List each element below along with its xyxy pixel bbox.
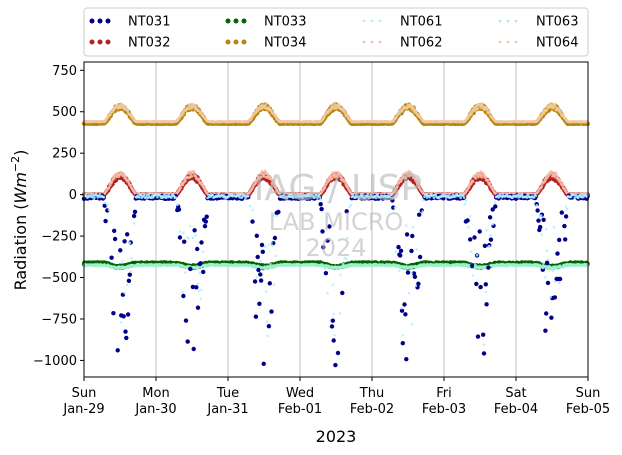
data-point <box>343 110 347 114</box>
data-point <box>479 106 482 109</box>
series-nt064 <box>82 102 589 124</box>
data-point <box>112 108 116 111</box>
data-point <box>412 107 415 110</box>
data-point <box>122 104 126 107</box>
data-point <box>414 109 418 113</box>
series-layer <box>81 102 590 368</box>
data-point <box>545 108 549 111</box>
data-point <box>488 111 491 115</box>
data-point <box>261 103 264 106</box>
data-point <box>200 111 203 115</box>
data-point <box>109 113 112 116</box>
grid-layer <box>155 62 517 377</box>
data-point <box>189 103 192 106</box>
data-point <box>270 108 273 112</box>
data-point <box>126 109 130 112</box>
data-point <box>264 102 268 106</box>
data-point <box>473 109 476 112</box>
data-point <box>554 104 557 107</box>
data-point <box>476 107 479 110</box>
